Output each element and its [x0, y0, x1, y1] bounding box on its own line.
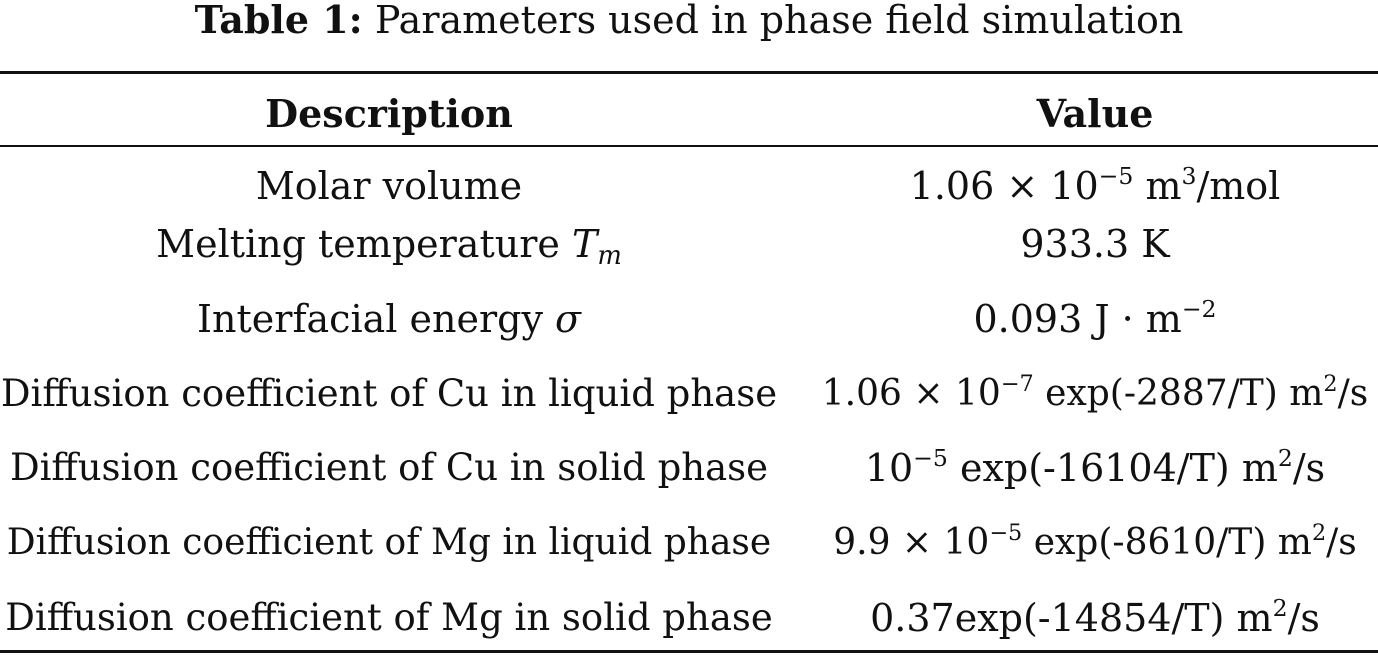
row-cu-solid-description: Diffusion coefficient of Cu in solid pha…: [9, 446, 769, 489]
row-molar-volume-value: 1.06 × 10−5 m3/mol: [909, 162, 1281, 208]
row-cu-solid-value: 10−5 exp(-16104/T) m2/s: [864, 444, 1326, 490]
row-cu-liquid-description: Diffusion coefficient of Cu in liquid ph…: [0, 372, 778, 415]
table-top-rule: [0, 71, 1378, 74]
table-caption: Table 1: Parameters used in phase field …: [0, 0, 1378, 40]
header-rule: [0, 145, 1378, 147]
row-mg-liquid-value: 9.9 × 10−5 exp(-8610/T) m2/s: [833, 520, 1357, 563]
row-interfacial-energy-value: 0.093 J · m−2: [973, 295, 1217, 341]
row-interfacial-energy-description: Interfacial energy σ: [197, 297, 581, 341]
row-cu-liquid-value: 1.06 × 10−7 exp(-2887/T) m2/s: [821, 371, 1369, 414]
row-mg-solid-value: 0.37exp(-14854/T) m2/s: [870, 594, 1320, 640]
row-melting-temperature-description: Melting temperature Tm: [156, 222, 622, 272]
row-molar-volume-description: Molar volume: [255, 164, 523, 208]
row-melting-temperature-value: 933.3 K: [1020, 222, 1170, 266]
header-value: Value: [1036, 91, 1154, 136]
row-mg-solid-description: Diffusion coefficient of Mg in solid pha…: [5, 596, 773, 639]
caption-label: Table 1:: [194, 0, 363, 42]
table-bottom-rule: [0, 650, 1378, 653]
row-mg-liquid-description: Diffusion coefficient of Mg in liquid ph…: [6, 522, 772, 563]
caption-text: Parameters used in phase field simulatio…: [374, 0, 1184, 42]
header-description: Description: [265, 91, 513, 136]
